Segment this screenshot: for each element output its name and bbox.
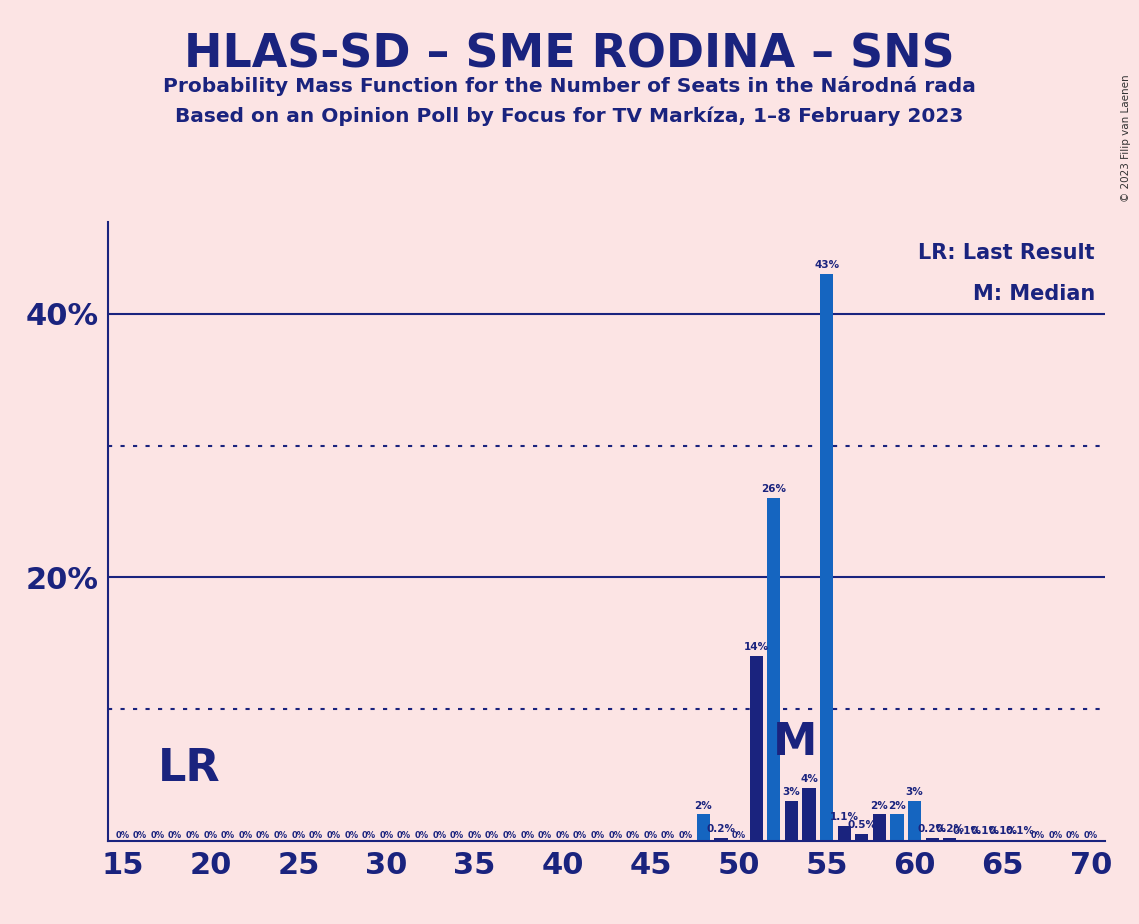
Bar xyxy=(872,814,886,841)
Text: 0%: 0% xyxy=(625,832,640,840)
Text: 0%: 0% xyxy=(344,832,359,840)
Text: 0.1%: 0.1% xyxy=(953,825,982,835)
Text: 0%: 0% xyxy=(169,832,182,840)
Bar xyxy=(978,840,992,841)
Text: 0%: 0% xyxy=(1083,832,1098,840)
Text: 0%: 0% xyxy=(1031,832,1044,840)
Text: 0%: 0% xyxy=(256,832,270,840)
Bar xyxy=(802,788,816,841)
Bar xyxy=(768,498,780,841)
Text: 0.1%: 0.1% xyxy=(989,825,1017,835)
Text: 0%: 0% xyxy=(292,832,305,840)
Text: 0%: 0% xyxy=(115,832,130,840)
Text: 0%: 0% xyxy=(1066,832,1080,840)
Text: 0%: 0% xyxy=(186,832,199,840)
Bar xyxy=(785,801,798,841)
Text: 0%: 0% xyxy=(591,832,605,840)
Text: 0%: 0% xyxy=(221,832,235,840)
Text: 0%: 0% xyxy=(203,832,218,840)
Bar xyxy=(961,840,974,841)
Text: 0.1%: 0.1% xyxy=(1006,825,1035,835)
Text: 3%: 3% xyxy=(782,787,801,797)
Text: 2%: 2% xyxy=(870,800,888,810)
Text: © 2023 Filip van Laenen: © 2023 Filip van Laenen xyxy=(1121,74,1131,201)
Text: Probability Mass Function for the Number of Seats in the Národná rada: Probability Mass Function for the Number… xyxy=(163,76,976,96)
Text: HLAS-SD – SME RODINA – SNS: HLAS-SD – SME RODINA – SNS xyxy=(185,32,954,78)
Bar xyxy=(891,814,903,841)
Text: 0%: 0% xyxy=(379,832,393,840)
Text: 2%: 2% xyxy=(695,800,712,810)
Text: 0.2%: 0.2% xyxy=(706,824,736,834)
Text: 0%: 0% xyxy=(415,832,428,840)
Text: 1.1%: 1.1% xyxy=(829,812,859,822)
Text: 0%: 0% xyxy=(133,832,147,840)
Text: 0%: 0% xyxy=(502,832,517,840)
Text: 0.5%: 0.5% xyxy=(847,821,876,831)
Bar xyxy=(714,838,728,841)
Bar xyxy=(749,656,763,841)
Text: 0%: 0% xyxy=(485,832,499,840)
Text: 0%: 0% xyxy=(608,832,622,840)
Text: 0%: 0% xyxy=(467,832,482,840)
Text: 0.2%: 0.2% xyxy=(918,824,947,834)
Text: 0%: 0% xyxy=(238,832,253,840)
Text: 0%: 0% xyxy=(362,832,376,840)
Text: 0%: 0% xyxy=(309,832,323,840)
Text: 26%: 26% xyxy=(761,484,786,494)
Bar xyxy=(855,834,868,841)
Text: 0%: 0% xyxy=(731,832,746,840)
Text: 0%: 0% xyxy=(150,832,164,840)
Text: 0%: 0% xyxy=(432,832,446,840)
Text: Based on an Opinion Poll by Focus for TV Markíza, 1–8 February 2023: Based on an Opinion Poll by Focus for TV… xyxy=(175,106,964,126)
Text: LR: Last Result: LR: Last Result xyxy=(918,243,1095,263)
Text: 0%: 0% xyxy=(450,832,464,840)
Text: 0%: 0% xyxy=(398,832,411,840)
Text: 0%: 0% xyxy=(521,832,534,840)
Bar xyxy=(908,801,921,841)
Bar xyxy=(943,838,957,841)
Text: 0.1%: 0.1% xyxy=(970,825,1000,835)
Text: 0%: 0% xyxy=(538,832,552,840)
Text: 0.2%: 0.2% xyxy=(935,824,965,834)
Text: 4%: 4% xyxy=(800,774,818,784)
Bar xyxy=(820,274,834,841)
Bar xyxy=(1014,840,1027,841)
Bar xyxy=(926,838,939,841)
Bar xyxy=(697,814,710,841)
Text: M: Median: M: Median xyxy=(973,284,1095,304)
Text: 0%: 0% xyxy=(273,832,288,840)
Text: M: M xyxy=(772,721,817,763)
Text: 43%: 43% xyxy=(814,261,839,271)
Text: 14%: 14% xyxy=(744,642,769,652)
Text: LR: LR xyxy=(157,747,220,790)
Text: 0%: 0% xyxy=(644,832,657,840)
Text: 0%: 0% xyxy=(661,832,675,840)
Text: 0%: 0% xyxy=(679,832,693,840)
Text: 0%: 0% xyxy=(556,832,570,840)
Text: 3%: 3% xyxy=(906,787,924,797)
Bar xyxy=(997,840,1009,841)
Text: 2%: 2% xyxy=(888,800,906,810)
Text: 0%: 0% xyxy=(327,832,341,840)
Bar xyxy=(837,826,851,841)
Text: 0%: 0% xyxy=(1049,832,1063,840)
Text: 0%: 0% xyxy=(573,832,588,840)
